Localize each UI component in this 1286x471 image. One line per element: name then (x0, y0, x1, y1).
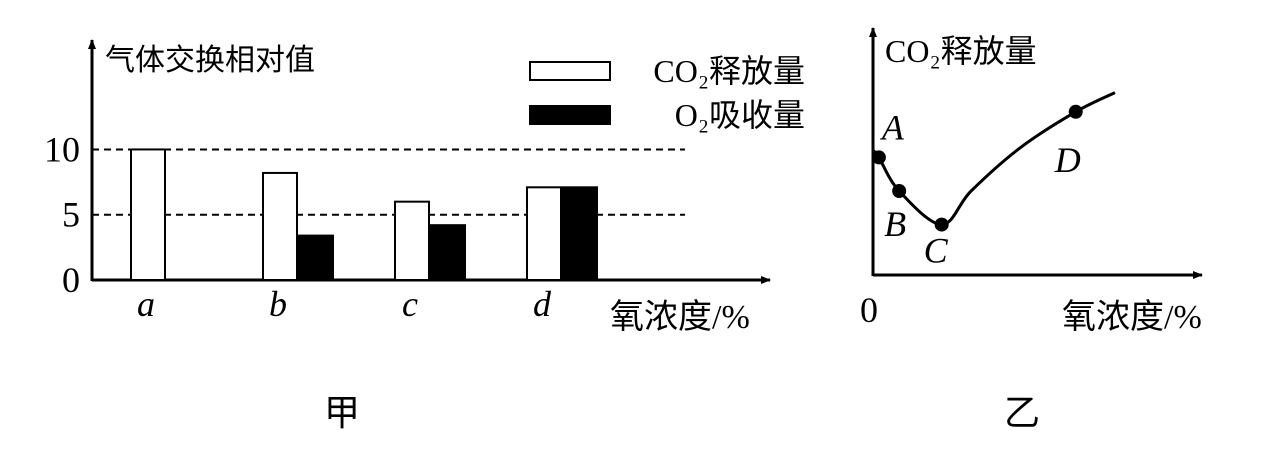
bar (298, 234, 334, 282)
bar (130, 148, 166, 281)
point (871, 150, 886, 165)
legend-swatch (529, 105, 611, 125)
legend-swatch (529, 61, 611, 81)
bar (394, 200, 430, 282)
point-label: B (884, 204, 906, 244)
x-axis-label: 氧浓度/% (1062, 298, 1202, 336)
point (934, 217, 949, 232)
x-axis-label: 氧浓度/% (610, 298, 750, 336)
point (1068, 104, 1083, 119)
x-tick-label: c (402, 284, 418, 324)
legend-label: CO₂释放量 (653, 53, 805, 89)
caption: 甲 (324, 393, 360, 433)
bar (562, 186, 598, 281)
point (892, 184, 907, 198)
x-tick-label: 0 (860, 290, 878, 330)
point-label: A (880, 107, 905, 147)
point-label: C (924, 231, 949, 271)
caption: 乙 (1004, 393, 1040, 433)
legend-label: O₂吸收量 (675, 97, 805, 133)
x-tick-label: a (137, 284, 155, 324)
y-tick-label: 0 (62, 260, 80, 300)
bar (262, 171, 298, 281)
bar (526, 186, 562, 281)
y-tick-label: 10 (44, 129, 80, 169)
y-tick-label: 5 (62, 195, 80, 235)
bar (430, 224, 466, 282)
x-tick-label: b (269, 284, 287, 324)
point-label: D (1054, 140, 1081, 180)
x-tick-label: d (533, 284, 552, 324)
y-axis-label: CO₂释放量 (885, 33, 1037, 69)
y-axis-label: 气体交换相对值 (105, 44, 315, 77)
